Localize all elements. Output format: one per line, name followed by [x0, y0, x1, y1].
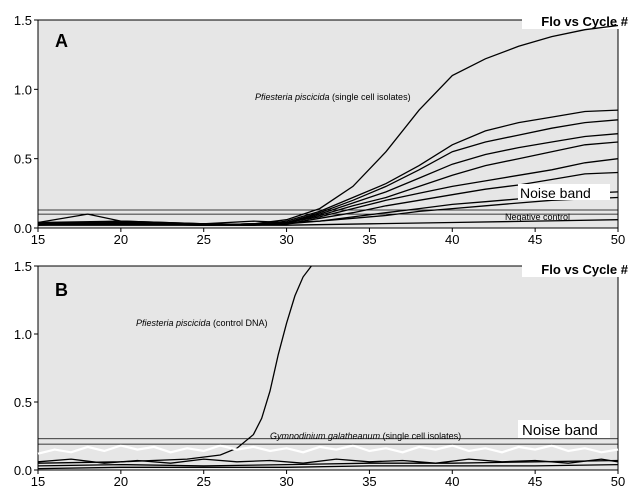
panel-b-noise-band — [38, 438, 618, 445]
panel-b-x-tick-label: 25 — [196, 474, 210, 489]
panel-a-title: Flo vs Cycle # — [541, 14, 628, 29]
panel-a-y-tick-label: 0.0 — [14, 221, 32, 236]
panel-a-x-tick-label: 50 — [611, 232, 625, 247]
panel-b-y-tick-label: 0.0 — [14, 463, 32, 478]
panel-a-y-tick-label: 1.0 — [14, 82, 32, 97]
panel-a-pfiesteria-name: Pfiesteria piscicida — [255, 92, 330, 102]
panel-a-y-ticks: 0.0 0.5 1.0 1.5 — [14, 13, 38, 236]
panel-a-negative-control-label: Negative control — [505, 212, 570, 222]
panel-a-x-tick-label: 40 — [445, 232, 459, 247]
panel-b-x-tick-label: 30 — [279, 474, 293, 489]
panel-b-pfiesteria-name: Pfiesteria piscicida — [136, 318, 211, 328]
panel-a-x-tick-label: 30 — [279, 232, 293, 247]
panel-a-x-tick-label: 35 — [362, 232, 376, 247]
panel-a-y-tick-label: 0.5 — [14, 152, 32, 167]
panel-b-series-line — [37, 265, 312, 464]
panel-b-y-tick-label: 1.5 — [14, 259, 32, 274]
panel-a-pfiesteria-detail: (single cell isolates) — [330, 92, 411, 102]
panel-b-series-line — [37, 459, 619, 467]
panel-b-series-line — [37, 444, 619, 455]
panel-b-gymnodinium-name: Gymnodinium galatheanum — [270, 431, 381, 441]
panel-b-gymnodinium-annotation: Gymnodinium galatheanum (single cell iso… — [270, 431, 461, 441]
panel-b: Flo vs Cycle # B 0.0 0.5 1.0 1.5 15 20 25 30 35… — [14, 259, 632, 489]
panel-b-x-tick-label: 35 — [362, 474, 376, 489]
panel-b-pfiesteria-detail: (control DNA) — [211, 318, 268, 328]
panel-b-control-dna-annotation: Pfiesteria piscicida (control DNA) — [136, 318, 268, 328]
panel-b-x-tick-label: 15 — [31, 474, 45, 489]
panel-a-y-tick-label: 1.5 — [14, 13, 32, 28]
panel-b-y-tick-label: 0.5 — [14, 395, 32, 410]
panel-a-noise-label-bg — [518, 184, 610, 200]
panel-a-series-line — [38, 219, 619, 226]
panel-b-x-tick-label: 20 — [114, 474, 128, 489]
panel-b-series-line — [37, 458, 619, 464]
panel-a-series — [37, 24, 619, 226]
panel-a-noise-band-label: Noise band — [520, 185, 591, 201]
panel-a-title-box — [522, 12, 632, 29]
panel-b-noise-label-bg — [518, 420, 610, 438]
panel-b-y-ticks: 0.0 0.5 1.0 1.5 — [14, 259, 38, 478]
panel-a-series-line — [37, 196, 619, 225]
panel-b-noise-band-label: Noise band — [522, 422, 598, 439]
panel-a-x-tick-label: 25 — [196, 232, 210, 247]
panel-a-x-tick-label: 20 — [114, 232, 128, 247]
panel-b-x-tick-label: 45 — [528, 474, 542, 489]
panel-a-label: A — [55, 31, 68, 51]
panel-b-title: Flo vs Cycle # — [541, 262, 628, 277]
panel-b-series-line — [37, 463, 619, 470]
panel-b-x-ticks: 15 20 25 30 35 40 45 50 — [31, 470, 625, 489]
panel-b-gymnodinium-detail: (single cell isolates) — [380, 431, 461, 441]
panel-b-x-tick-label: 40 — [445, 474, 459, 489]
panel-b-title-box — [522, 260, 632, 277]
panel-a: Flo vs Cycle # A 0.0 0.5 1.0 1.5 15 20 25 30 35… — [14, 12, 632, 247]
panel-a-x-ticks: 15 20 25 30 35 40 45 50 — [31, 228, 625, 247]
panel-b-label: B — [55, 280, 68, 300]
panel-b-x-tick-label: 50 — [611, 474, 625, 489]
panel-b-y-tick-label: 1.0 — [14, 327, 32, 342]
panel-a-pfiesteria-annotation: Pfiesteria piscicida (single cell isolat… — [255, 92, 411, 102]
panel-b-series — [37, 265, 619, 470]
panel-a-x-tick-label: 45 — [528, 232, 542, 247]
panel-a-x-tick-label: 15 — [31, 232, 45, 247]
